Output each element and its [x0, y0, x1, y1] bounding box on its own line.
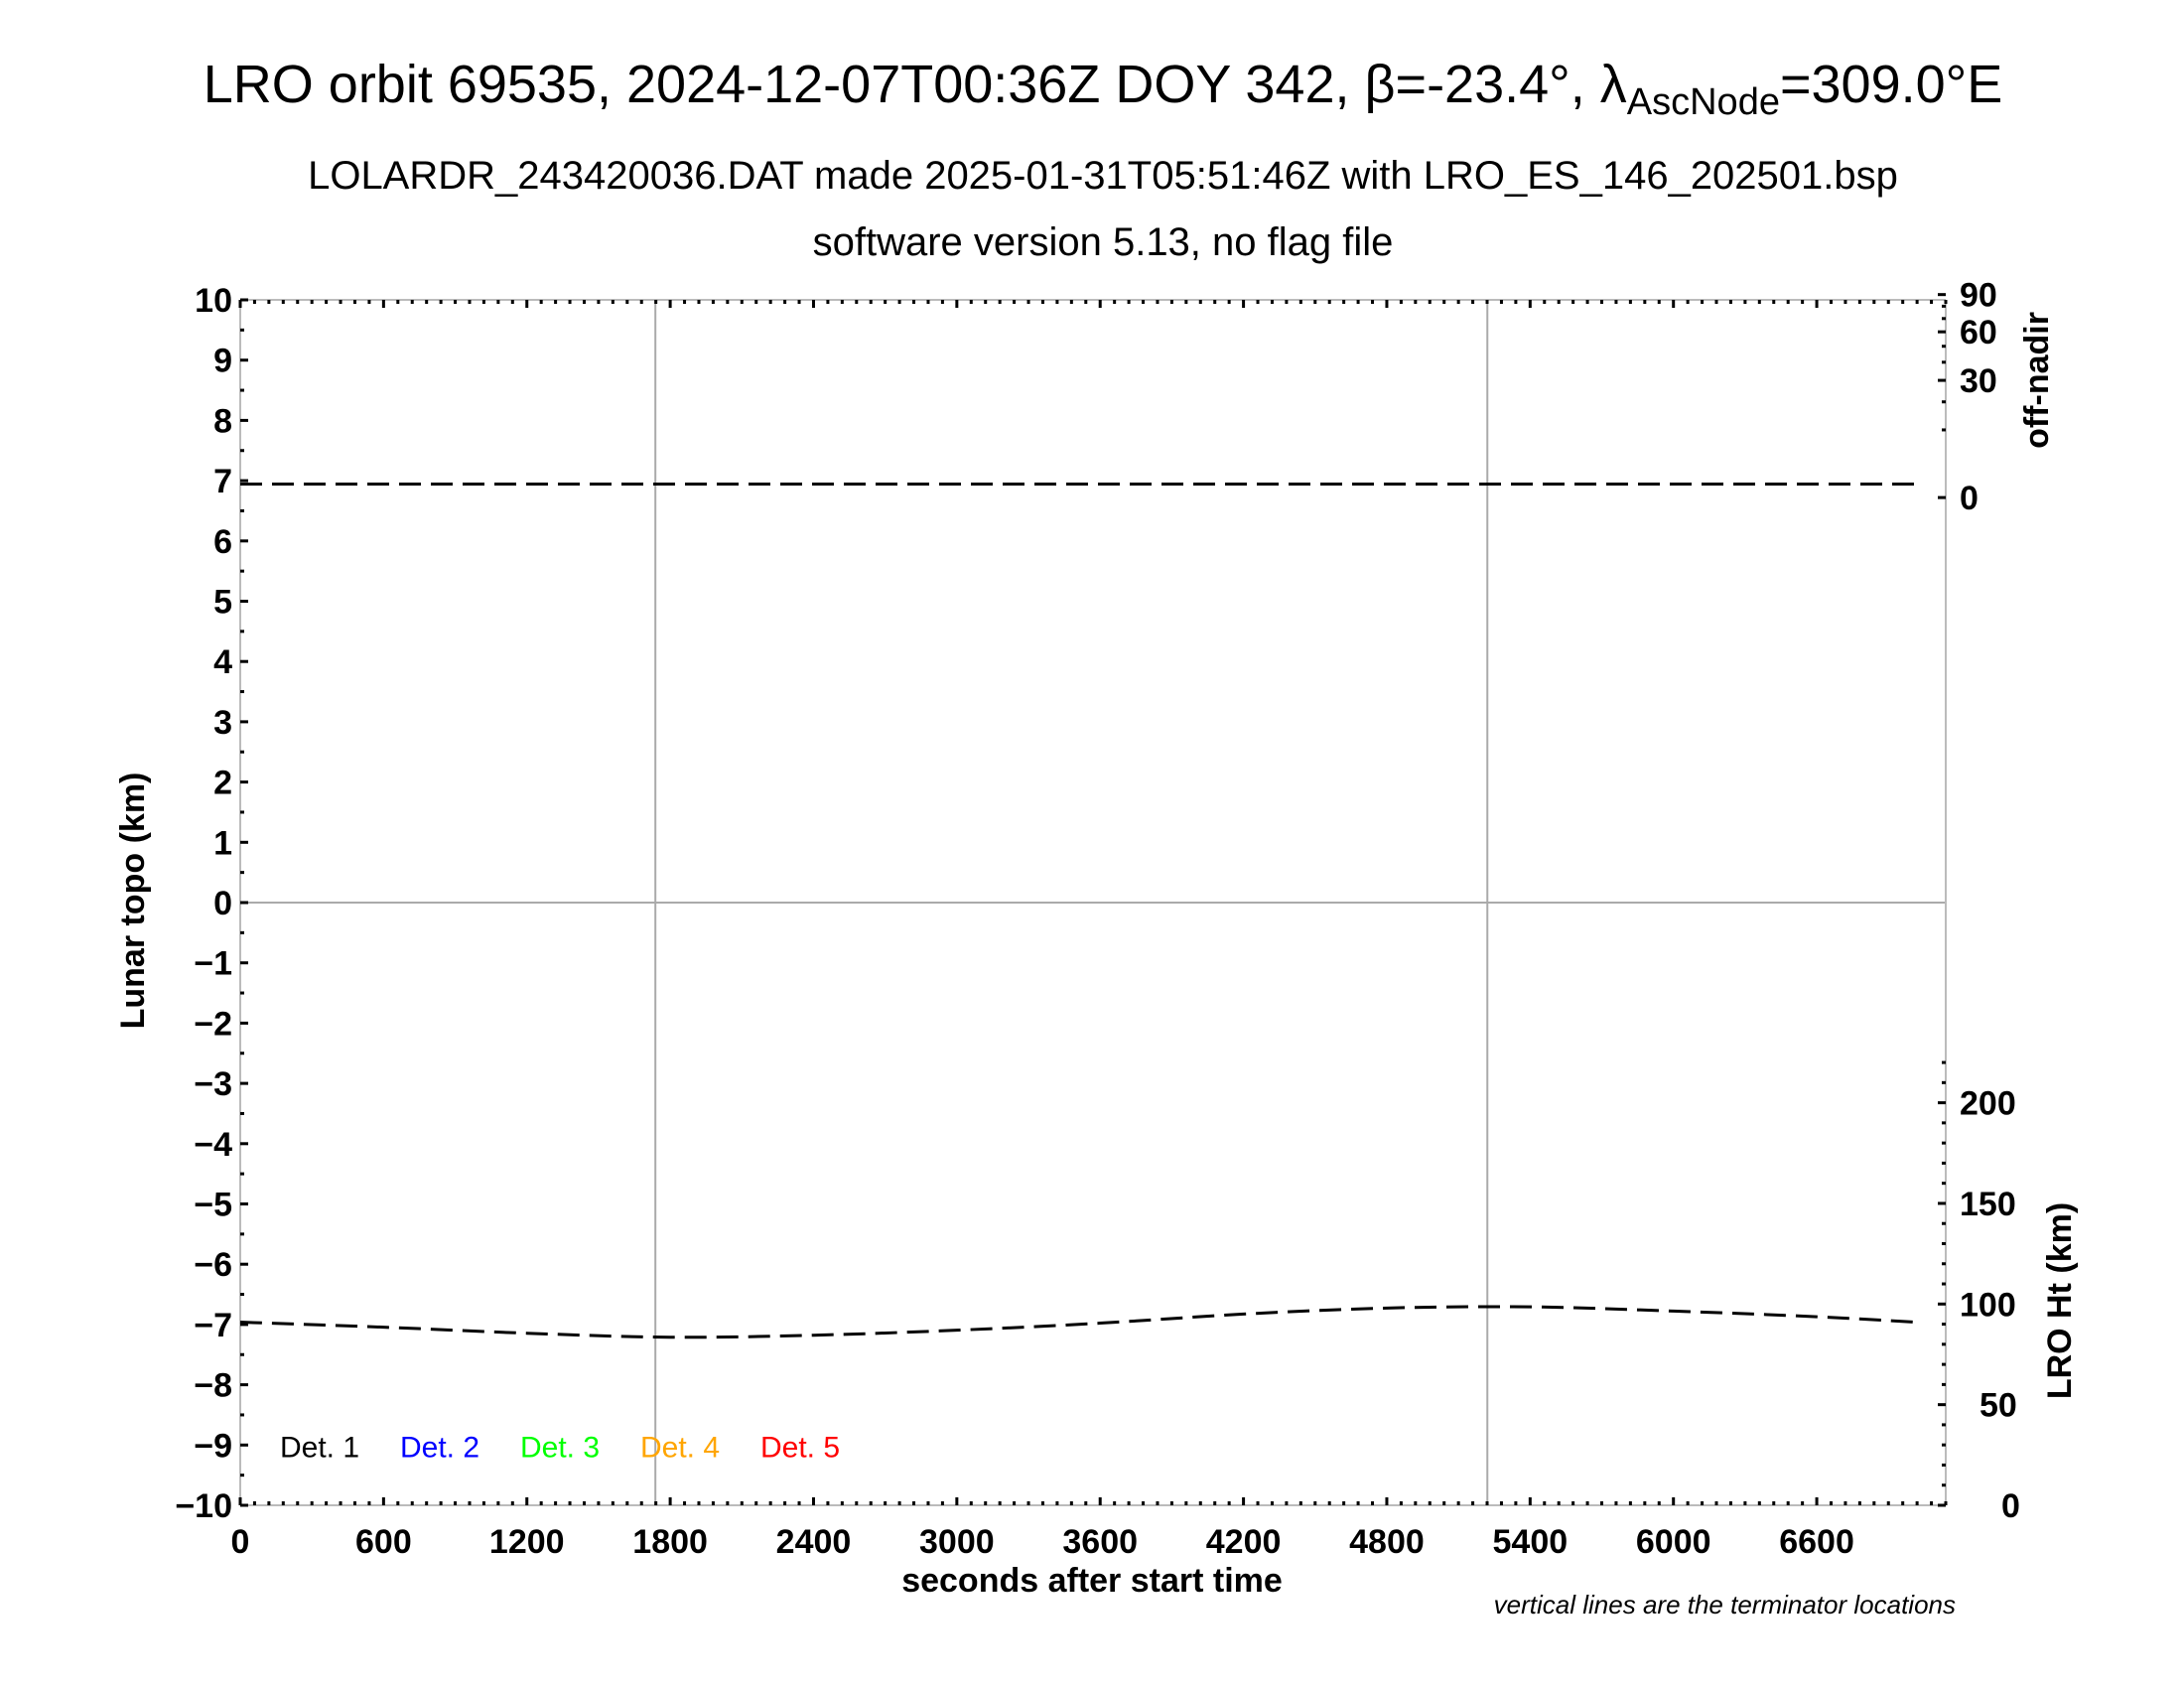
off-nadir-axis-label: off-nadir	[2018, 312, 2056, 449]
y-tick-label: −4	[194, 1126, 232, 1164]
y-tick-label: 7	[213, 463, 232, 500]
legend-item-det-2: Det. 2	[400, 1431, 479, 1464]
x-tick-label: 3000	[919, 1523, 995, 1561]
off-nadir-tick-label: 60	[1960, 314, 1997, 352]
y-tick-label: −7	[194, 1307, 232, 1344]
off-nadir-tick-label: 90	[1960, 277, 1997, 315]
x-tick-label: 6000	[1636, 1523, 1711, 1561]
height-tick-label: 200	[1960, 1085, 2016, 1123]
x-tick-label: 5400	[1493, 1523, 1569, 1561]
legend-item-det-4: Det. 4	[640, 1431, 720, 1464]
x-axis-label: seconds after start time	[901, 1562, 1283, 1600]
y-axis-label: Lunar topo (km)	[114, 773, 152, 1030]
y-tick-label: 6	[213, 523, 232, 561]
y-tick-label: 10	[195, 282, 232, 320]
y-tick-label: −3	[194, 1065, 232, 1103]
chart-title: LRO orbit 69535, 2024-12-07T00:36Z DOY 3…	[204, 55, 2003, 123]
x-tick-label: 1200	[489, 1523, 565, 1561]
y-tick-label: 5	[213, 584, 232, 622]
y-tick-label: 8	[213, 402, 232, 440]
y-tick-label: 1	[213, 824, 232, 862]
footnote: vertical lines are the terminator locati…	[1494, 1590, 1956, 1619]
off-nadir-tick-label: 30	[1960, 362, 1997, 400]
x-tick-label: 600	[355, 1523, 412, 1561]
lro-height-series-line	[239, 1305, 1916, 1339]
chart-subtitle-1: LOLARDR_243420036.DAT made 2025-01-31T05…	[308, 154, 1898, 198]
chart-subtitle-2: software version 5.13, no flag file	[813, 220, 1394, 264]
height-tick-label: 100	[1960, 1286, 2016, 1324]
legend-item-det-3: Det. 3	[520, 1431, 600, 1464]
y-tick-label: 2	[213, 765, 232, 802]
lro-height-axis-label: LRO Ht (km)	[2041, 1202, 2079, 1399]
legend-item-det-5: Det. 5	[760, 1431, 840, 1464]
y-tick-label: −8	[194, 1367, 232, 1405]
y-tick-label: −5	[194, 1187, 232, 1224]
off-nadir-tick-label: 0	[1960, 480, 1979, 517]
y-tick-label: −9	[194, 1427, 232, 1465]
x-tick-label: 0	[231, 1523, 250, 1561]
y-tick-label: −1	[194, 945, 232, 983]
x-tick-label: 1800	[632, 1523, 708, 1561]
x-tick-label: 6600	[1779, 1523, 1854, 1561]
y-tick-label: 4	[213, 643, 232, 681]
height-tick-label: 0	[2001, 1487, 2020, 1525]
height-tick-label: 50	[1979, 1387, 2017, 1425]
y-tick-label: 3	[213, 704, 232, 742]
x-tick-label: 3600	[1062, 1523, 1138, 1561]
plot-area: 0 600 1200 1800 2400 3000 3600 4200 4800 5400 6000…	[175, 277, 2020, 1561]
y-tick-label: −2	[194, 1005, 232, 1043]
y-tick-label: −10	[175, 1487, 232, 1525]
y-tick-label: 9	[213, 343, 232, 380]
x-tick-label: 4800	[1349, 1523, 1425, 1561]
x-tick-label: 4200	[1206, 1523, 1282, 1561]
y-tick-label: 0	[213, 885, 232, 922]
y-tick-label: −6	[194, 1246, 232, 1284]
x-tick-label: 2400	[776, 1523, 852, 1561]
legend-item-det-1: Det. 1	[280, 1431, 359, 1464]
height-tick-label: 150	[1960, 1186, 2016, 1223]
